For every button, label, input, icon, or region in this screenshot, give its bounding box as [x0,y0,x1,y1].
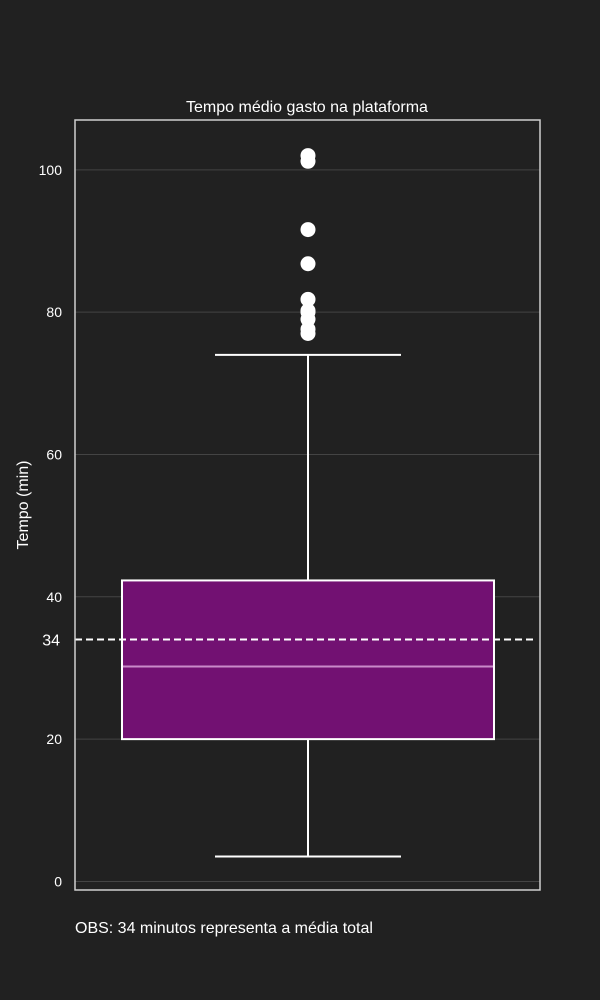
y-tick-label: 20 [46,731,62,747]
outlier-point [300,222,316,238]
iqr-box [121,579,495,741]
y-axis-label: Tempo (min) [15,461,32,550]
outlier-point [300,291,316,307]
plot-area: 34 [42,148,536,858]
footnote: OBS: 34 minutos representa a média total [75,920,373,937]
mean-reference-label: 34 [42,633,60,650]
outlier-point [300,148,316,164]
y-tick-label: 100 [39,162,63,178]
y-tick-label: 60 [46,446,62,462]
grid-lines: 0 20 40 60 80 100 [39,162,540,889]
plot-frame [74,119,541,891]
y-tick-label: 80 [46,304,62,320]
chart-title: Tempo médio gasto na plataforma [186,99,428,116]
y-tick-label: 40 [46,589,62,605]
y-tick-label: 0 [54,873,62,889]
outlier-point [300,256,316,272]
